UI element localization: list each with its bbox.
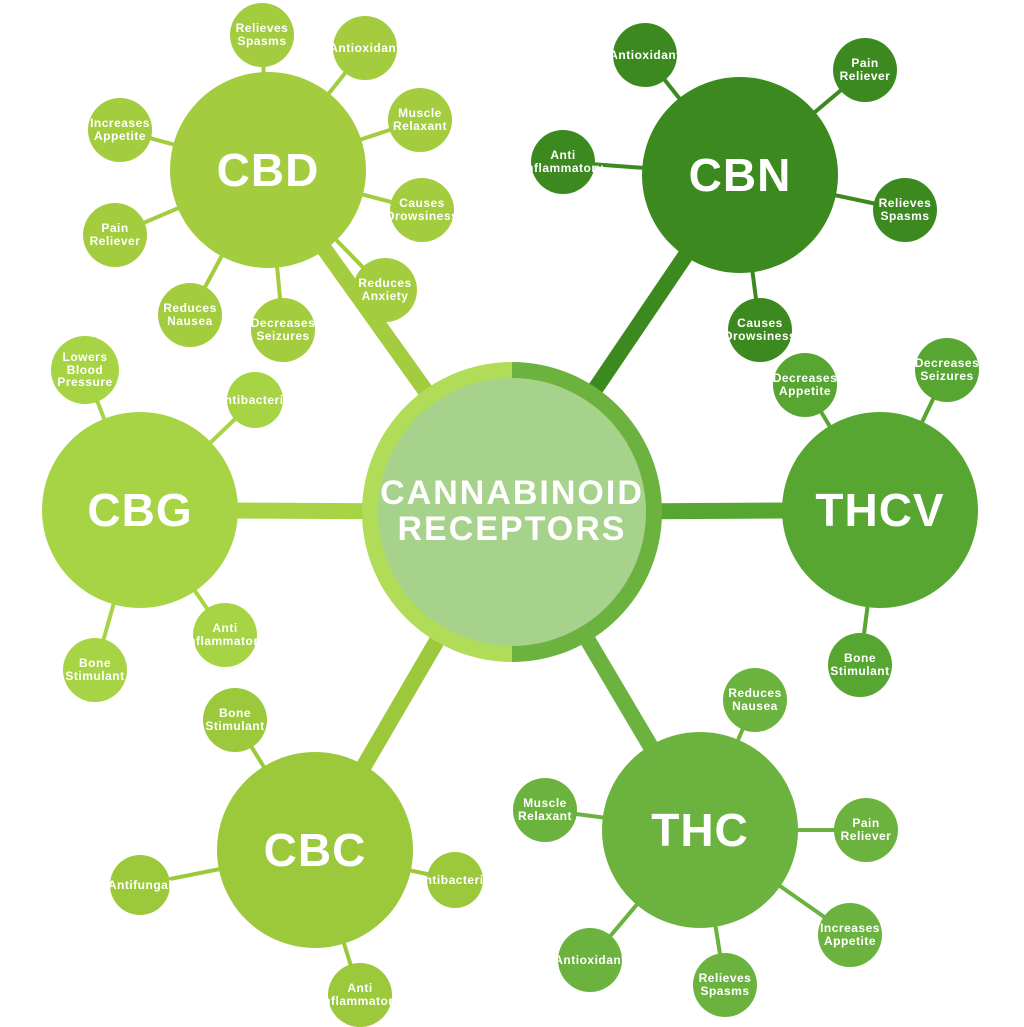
main-thcv: THCV <box>782 412 978 608</box>
sat-cbd-4-label: Reduces Anxiety <box>358 277 412 302</box>
sat-thcv-0-label: Decreases Appetite <box>773 372 838 397</box>
sat-cbg-1-label: Antibacterial <box>215 394 294 407</box>
sat-cbn-0-label: Antioxidant <box>609 49 681 62</box>
sat-cbc-3: Antifungal <box>110 855 170 915</box>
sat-cbc-0-label: Bone Stimulant <box>205 707 264 732</box>
main-thc: THC <box>602 732 798 928</box>
sat-cbd-3: Causes Drowsiness <box>390 178 454 242</box>
sat-cbc-2-label: Anti Inflammatory <box>319 982 400 1007</box>
main-cbg-label: CBG <box>87 486 192 534</box>
sat-thc-5-label: Muscle Relaxant <box>518 797 572 822</box>
sat-thcv-1-label: Decreases Seizures <box>915 357 980 382</box>
main-cbd: CBD <box>170 72 366 268</box>
sat-cbn-2: Relieves Spasms <box>873 178 937 242</box>
sat-cbd-3-label: Causes Drowsiness <box>386 197 458 222</box>
sat-cbn-4: Anti Inflammatory <box>531 130 595 194</box>
sat-cbc-1-label: Antibacterial <box>415 874 494 887</box>
main-cbn: CBN <box>642 77 838 273</box>
center-node-label: CANNABINOID RECEPTORS <box>380 476 644 547</box>
sat-cbn-1-label: Pain Reliever <box>840 57 891 82</box>
sat-thc-2-label: Increases Appetite <box>820 922 880 947</box>
main-thcv-label: THCV <box>815 486 944 534</box>
sat-cbn-3-label: Causes Drowsiness <box>724 317 796 342</box>
sat-cbd-8: Increases Appetite <box>88 98 152 162</box>
sat-cbg-3-label: Bone Stimulant <box>65 657 124 682</box>
sat-cbn-4-label: Anti Inflammatory <box>522 149 603 174</box>
sat-cbn-2-label: Relieves Spasms <box>879 197 932 222</box>
sat-thc-0: Reduces Nausea <box>723 668 787 732</box>
main-thc-label: THC <box>651 806 749 854</box>
sat-thc-3: Relieves Spasms <box>693 953 757 1017</box>
sat-cbc-1: Antibacterial <box>427 852 483 908</box>
sat-cbg-1: Antibacterial <box>227 372 283 428</box>
sat-thcv-2: Bone Stimulant <box>828 633 892 697</box>
main-cbn-label: CBN <box>689 151 792 199</box>
sat-cbd-0-label: Relieves Spasms <box>236 22 289 47</box>
sat-cbc-2: Anti Inflammatory <box>328 963 392 1027</box>
sat-cbg-0: Lowers Blood Pressure <box>51 336 119 404</box>
sat-thcv-0: Decreases Appetite <box>773 353 837 417</box>
sat-cbn-1: Pain Reliever <box>833 38 897 102</box>
sat-cbg-2-label: Anti Inflammatory <box>184 622 265 647</box>
sat-cbd-2-label: Muscle Relaxant <box>393 107 447 132</box>
sat-thc-5: Muscle Relaxant <box>513 778 577 842</box>
sat-cbc-0: Bone Stimulant <box>203 688 267 752</box>
main-cbc-label: CBC <box>264 826 367 874</box>
sat-cbd-0: Relieves Spasms <box>230 3 294 67</box>
sat-cbn-0: Antioxidant <box>613 23 677 87</box>
diagram-stage: CANNABINOID RECEPTORS CBD CBN THCV THC CBC CBG… <box>0 0 1024 1024</box>
sat-cbg-3: Bone Stimulant <box>63 638 127 702</box>
sat-thcv-2-label: Bone Stimulant <box>830 652 889 677</box>
sat-cbd-6: Reduces Nausea <box>158 283 222 347</box>
sat-cbd-8-label: Increases Appetite <box>90 117 150 142</box>
sat-thcv-1: Decreases Seizures <box>915 338 979 402</box>
sat-cbd-7-label: Pain Reliever <box>90 222 141 247</box>
main-cbg: CBG <box>42 412 238 608</box>
sat-thc-4: Antioxidant <box>558 928 622 992</box>
sat-cbd-6-label: Reduces Nausea <box>163 302 217 327</box>
main-cbc: CBC <box>217 752 413 948</box>
sat-cbd-4: Reduces Anxiety <box>353 258 417 322</box>
center-node: CANNABINOID RECEPTORS <box>378 378 646 646</box>
sat-cbn-3: Causes Drowsiness <box>728 298 792 362</box>
sat-thc-2: Increases Appetite <box>818 903 882 967</box>
sat-cbd-1: Antioxidant <box>333 16 397 80</box>
main-cbd-label: CBD <box>217 146 320 194</box>
sat-thc-1-label: Pain Reliever <box>841 817 892 842</box>
sat-thc-3-label: Relieves Spasms <box>699 972 752 997</box>
sat-cbd-2: Muscle Relaxant <box>388 88 452 152</box>
sat-cbg-2: Anti Inflammatory <box>193 603 257 667</box>
sat-thc-0-label: Reduces Nausea <box>728 687 782 712</box>
sat-cbc-3-label: Antifungal <box>108 879 172 892</box>
sat-cbg-0-label: Lowers Blood Pressure <box>57 351 112 389</box>
sat-thc-4-label: Antioxidant <box>554 954 626 967</box>
sat-cbd-5: Decreases Seizures <box>251 298 315 362</box>
sat-cbd-7: Pain Reliever <box>83 203 147 267</box>
sat-thc-1: Pain Reliever <box>834 798 898 862</box>
sat-cbd-5-label: Decreases Seizures <box>251 317 316 342</box>
sat-cbd-1-label: Antioxidant <box>329 42 401 55</box>
